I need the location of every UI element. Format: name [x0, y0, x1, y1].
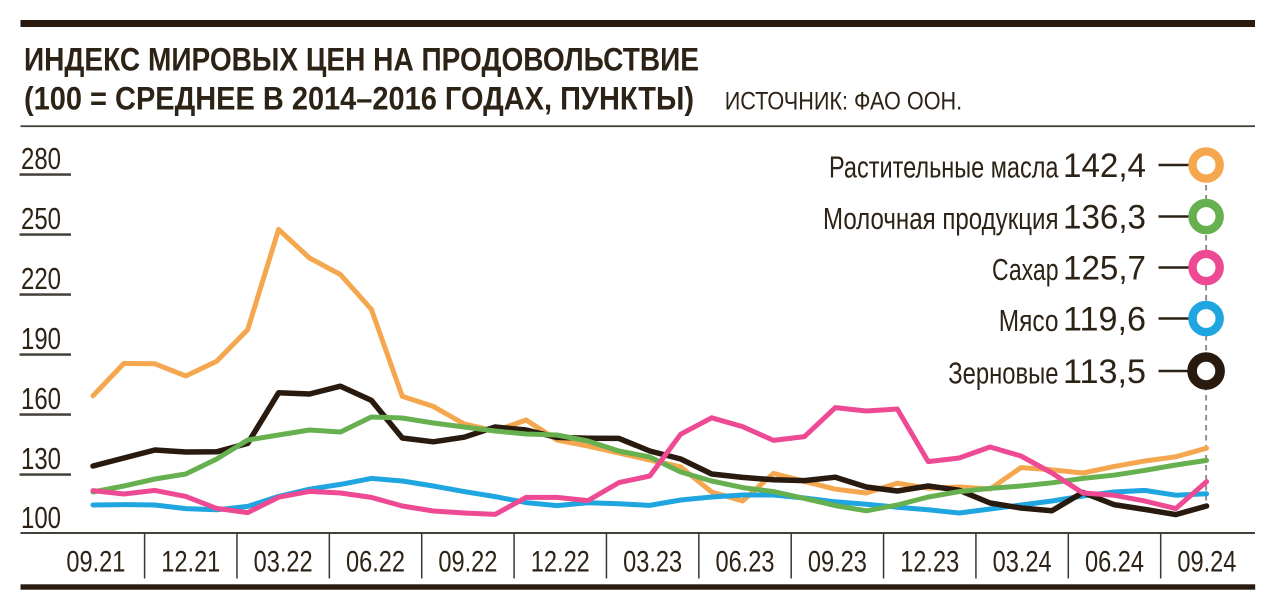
svg-text:100: 100: [21, 500, 61, 535]
svg-text:09.23: 09.23: [808, 545, 867, 578]
svg-text:220: 220: [21, 261, 61, 296]
svg-text:Растительные масла: Растительные масла: [829, 151, 1059, 185]
svg-text:Зерновые: Зерновые: [948, 357, 1058, 391]
svg-text:ИСТОЧНИК: ФАО ООН.: ИСТОЧНИК: ФАО ООН.: [725, 87, 963, 115]
svg-text:12.23: 12.23: [900, 545, 959, 578]
svg-text:03.24: 03.24: [993, 545, 1052, 578]
svg-text:09.22: 09.22: [438, 545, 497, 578]
svg-text:12.22: 12.22: [531, 545, 590, 578]
svg-text:Молочная продукция: Молочная продукция: [823, 202, 1059, 236]
svg-text:03.22: 03.22: [254, 545, 313, 578]
svg-text:Мясо: Мясо: [999, 304, 1059, 338]
svg-text:142,4: 142,4: [1063, 147, 1146, 185]
svg-text:Сахар: Сахар: [992, 253, 1059, 287]
svg-text:06.22: 06.22: [346, 545, 405, 578]
svg-text:06.23: 06.23: [716, 545, 775, 578]
svg-text:130: 130: [21, 441, 61, 476]
svg-text:09.24: 09.24: [1177, 545, 1236, 578]
svg-text:09.21: 09.21: [66, 545, 125, 578]
svg-text:280: 280: [21, 141, 61, 176]
svg-text:136,3: 136,3: [1063, 199, 1146, 237]
svg-text:113,5: 113,5: [1063, 353, 1146, 391]
svg-text:190: 190: [21, 321, 61, 356]
svg-text:(100 = СРЕДНЕЕ В 2014–2016 ГОД: (100 = СРЕДНЕЕ В 2014–2016 ГОДАХ, ПУНКТЫ…: [24, 81, 694, 117]
svg-text:ИНДЕКС МИРОВЫХ ЦЕН НА ПРОДОВОЛ: ИНДЕКС МИРОВЫХ ЦЕН НА ПРОДОВОЛЬСТВИЕ: [24, 42, 699, 78]
svg-text:160: 160: [21, 381, 61, 416]
svg-text:125,7: 125,7: [1063, 250, 1146, 288]
svg-text:06.24: 06.24: [1085, 545, 1144, 578]
svg-text:03.23: 03.23: [623, 545, 682, 578]
svg-text:119,6: 119,6: [1063, 301, 1146, 339]
svg-text:12.21: 12.21: [161, 545, 220, 578]
svg-text:250: 250: [21, 201, 61, 236]
